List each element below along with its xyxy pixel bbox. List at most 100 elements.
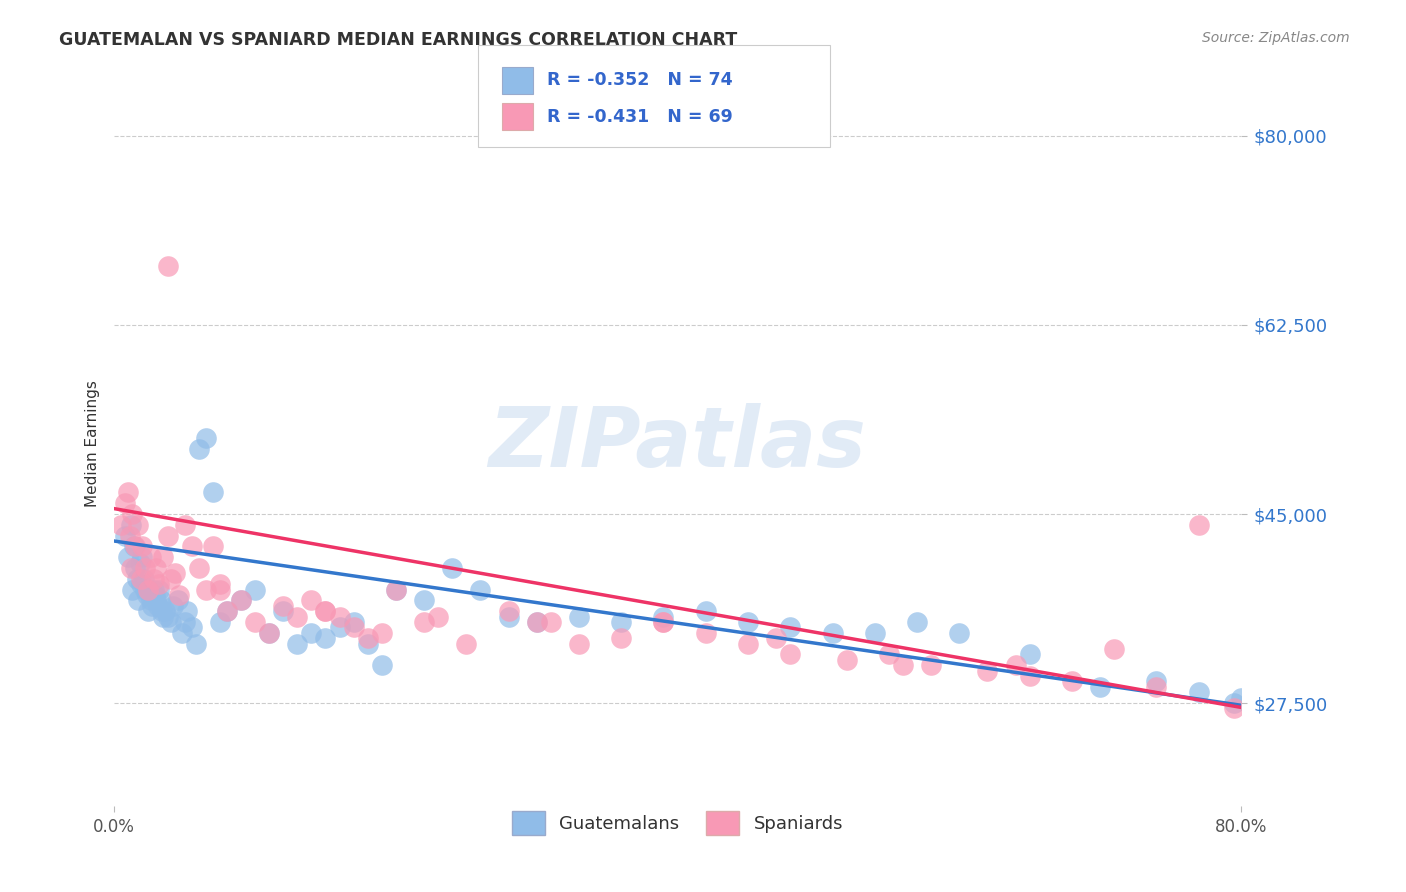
Point [131,550,153,565]
Point [540,615,562,629]
Point [152,550,174,565]
Point [124,561,146,575]
Point [156,609,179,624]
Point [652,609,675,624]
Point [173,517,195,532]
Point [121,582,143,597]
Point [139,593,162,607]
Point [526,615,548,629]
Point [162,599,184,613]
Point [1004,658,1026,673]
Point [652,615,675,629]
Point [134,582,156,597]
Point [314,632,336,646]
Point [132,572,155,586]
Point [1146,680,1168,694]
Point [156,528,179,542]
Point [136,604,159,618]
Point [194,582,217,597]
Point [920,658,942,673]
Point [167,588,190,602]
Point [413,593,436,607]
Point [976,664,998,678]
Point [568,609,591,624]
Point [129,572,152,586]
Point [180,540,202,554]
Point [271,599,294,613]
Point [568,637,591,651]
Point [357,637,380,651]
Point [905,615,928,629]
Point [737,615,759,629]
Point [145,561,167,575]
Point [1060,674,1083,689]
Point [314,604,336,618]
Point [343,620,366,634]
Point [146,599,169,613]
Point [150,604,173,618]
Point [357,632,380,646]
Point [299,593,322,607]
Point [891,658,914,673]
Point [610,615,633,629]
Point [110,517,132,532]
Point [285,609,308,624]
Point [176,604,198,618]
Point [148,577,170,591]
Point [124,540,146,554]
Point [243,615,266,629]
Point [371,625,394,640]
Point [121,507,143,521]
Point [142,572,165,586]
Point [1230,690,1253,705]
Point [152,609,174,624]
Point [201,485,224,500]
Point [779,648,801,662]
Point [141,599,163,613]
Point [118,528,141,542]
Point [652,615,675,629]
Point [208,577,231,591]
Point [1223,696,1246,710]
Point [470,582,492,597]
Point [201,540,224,554]
Legend: Guatemalans, Spaniards: Guatemalans, Spaniards [503,803,852,844]
Point [114,528,136,542]
Point [187,561,209,575]
Point [610,632,633,646]
Point [427,609,450,624]
Text: R = -0.431   N = 69: R = -0.431 N = 69 [547,108,733,126]
Point [159,572,181,586]
Point [257,625,280,640]
Point [127,593,149,607]
Text: R = -0.352   N = 74: R = -0.352 N = 74 [547,71,733,89]
Point [143,588,166,602]
Point [1188,685,1211,699]
Point [149,593,172,607]
Point [1088,680,1111,694]
Point [159,615,181,629]
Point [139,550,162,565]
Point [135,588,157,602]
Point [173,615,195,629]
Point [122,540,145,554]
Point [138,582,160,597]
Point [413,615,436,629]
Point [821,625,844,640]
Point [114,496,136,510]
Point [835,653,858,667]
Point [166,593,188,607]
Point [163,566,186,581]
Point [243,582,266,597]
Point [129,577,152,591]
Point [441,561,464,575]
Point [127,517,149,532]
Y-axis label: Median Earnings: Median Earnings [86,380,100,508]
Point [120,517,142,532]
Point [125,572,148,586]
Point [229,593,252,607]
Point [229,593,252,607]
Point [257,625,280,640]
Point [526,615,548,629]
Point [1018,669,1040,683]
